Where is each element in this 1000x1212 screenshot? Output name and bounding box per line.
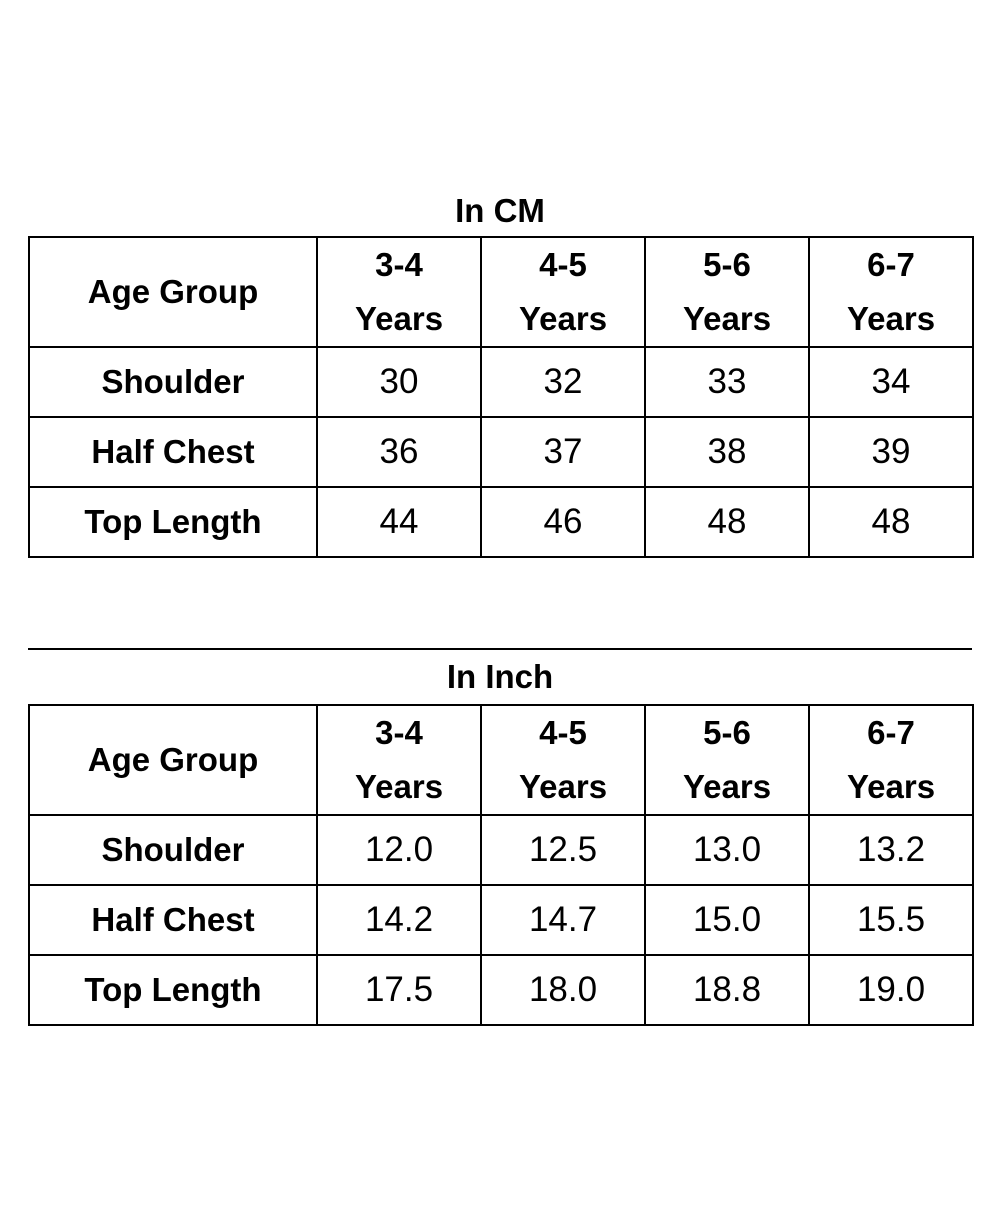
- age-unit: Years: [846, 300, 936, 337]
- size-chart-cm: In CM Age Group 3-4 Years 4-5 Years 5-6 …: [28, 188, 974, 558]
- table-row: Half Chest 14.2 14.7 15.0 15.5: [28, 884, 974, 956]
- age-range: 3-4: [375, 714, 423, 751]
- column-header: 4-5 Years: [480, 236, 646, 348]
- table-cell: 38: [644, 416, 810, 488]
- table-cell: 34: [808, 346, 974, 418]
- age-unit: Years: [354, 300, 444, 337]
- age-range: 4-5: [539, 714, 587, 751]
- table-cell: 37: [480, 416, 646, 488]
- table-cell: 15.5: [808, 884, 974, 956]
- table-cell: 48: [644, 486, 810, 558]
- table-cell: 15.0: [644, 884, 810, 956]
- size-table-inch: Age Group 3-4 Years 4-5 Years 5-6 Years …: [28, 704, 974, 1026]
- row-label: Half Chest: [28, 416, 318, 488]
- table-cell: 12.0: [316, 814, 482, 886]
- table-cell: 36: [316, 416, 482, 488]
- age-range: 3-4: [375, 246, 423, 283]
- table-row: Top Length 44 46 48 48: [28, 486, 974, 558]
- table-cell: 33: [644, 346, 810, 418]
- age-range: 6-7: [867, 246, 915, 283]
- table-cell: 30: [316, 346, 482, 418]
- row-label: Top Length: [28, 954, 318, 1026]
- table-row: Shoulder 30 32 33 34: [28, 346, 974, 418]
- table-cell: 13.2: [808, 814, 974, 886]
- table-cell: 17.5: [316, 954, 482, 1026]
- table-cell: 13.0: [644, 814, 810, 886]
- table-cell: 32: [480, 346, 646, 418]
- age-unit: Years: [518, 300, 608, 337]
- table-cell: 39: [808, 416, 974, 488]
- column-header: 5-6 Years: [644, 236, 810, 348]
- header-row: Age Group 3-4 Years 4-5 Years 5-6 Years …: [28, 236, 974, 348]
- table-cell: 18.0: [480, 954, 646, 1026]
- age-group-header: Age Group: [28, 704, 318, 816]
- row-label: Top Length: [28, 486, 318, 558]
- column-header: 5-6 Years: [644, 704, 810, 816]
- age-range: 6-7: [867, 714, 915, 751]
- table-cell: 14.2: [316, 884, 482, 956]
- age-unit: Years: [682, 300, 772, 337]
- column-header: 3-4 Years: [316, 236, 482, 348]
- column-header: 6-7 Years: [808, 704, 974, 816]
- table-cell: 44: [316, 486, 482, 558]
- age-unit: Years: [682, 768, 772, 805]
- table-cell: 19.0: [808, 954, 974, 1026]
- size-table-cm: Age Group 3-4 Years 4-5 Years 5-6 Years …: [28, 236, 974, 558]
- table-cell: 18.8: [644, 954, 810, 1026]
- age-unit: Years: [846, 768, 936, 805]
- column-header: 3-4 Years: [316, 704, 482, 816]
- table-row: Shoulder 12.0 12.5 13.0 13.2: [28, 814, 974, 886]
- row-label: Half Chest: [28, 884, 318, 956]
- age-unit: Years: [518, 768, 608, 805]
- size-chart-inch: In Inch Age Group 3-4 Years 4-5 Years 5-…: [28, 648, 974, 1026]
- age-range: 5-6: [703, 246, 751, 283]
- table-row: Top Length 17.5 18.0 18.8 19.0: [28, 954, 974, 1026]
- table-row: Half Chest 36 37 38 39: [28, 416, 974, 488]
- age-range: 4-5: [539, 246, 587, 283]
- table-cell: 46: [480, 486, 646, 558]
- column-header: 4-5 Years: [480, 704, 646, 816]
- age-group-header: Age Group: [28, 236, 318, 348]
- table-title: In CM: [455, 192, 545, 229]
- table-title: In Inch: [28, 648, 972, 704]
- age-range: 5-6: [703, 714, 751, 751]
- table-cell: 12.5: [480, 814, 646, 886]
- table-cell: 48: [808, 486, 974, 558]
- age-unit: Years: [354, 768, 444, 805]
- row-label: Shoulder: [28, 814, 318, 886]
- row-label: Shoulder: [28, 346, 318, 418]
- header-row: Age Group 3-4 Years 4-5 Years 5-6 Years …: [28, 704, 974, 816]
- column-header: 6-7 Years: [808, 236, 974, 348]
- table-cell: 14.7: [480, 884, 646, 956]
